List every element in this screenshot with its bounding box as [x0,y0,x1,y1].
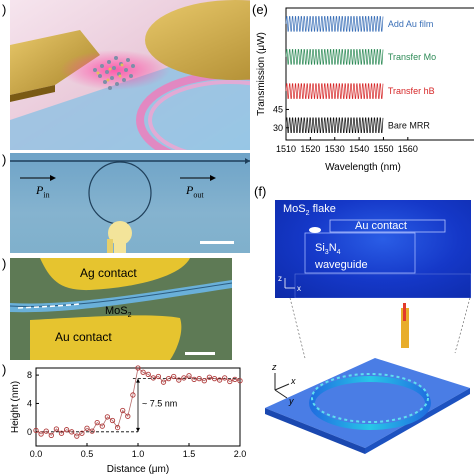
panel-e-letter: (e) [252,2,268,17]
axis-x-label: x [297,284,301,293]
data-point [160,379,167,385]
panel-a-illustration [10,0,250,150]
data-point [155,373,162,380]
data-point [222,375,228,381]
data-point [206,374,213,380]
data-point [125,413,131,419]
data-point [48,432,54,439]
data-point [130,392,136,398]
panel-a-letter: ) [2,2,7,17]
y-tick-label: 8 [27,370,32,380]
au-contact-label-f: Au contact [355,220,407,232]
series-label: Bare MRR [388,120,431,130]
data-point [114,424,121,431]
data-point [150,375,156,381]
x-axis-label: Wavelength (nm) [325,162,401,173]
step-annotation: ~ 7.5 nm [142,398,177,408]
y-tick-label: 0 [27,427,32,437]
data-point [104,414,111,420]
x-tick-label: 2.0 [234,449,247,459]
x-tick-label: 1550 [373,144,393,154]
data-point [79,430,85,436]
data-point [176,377,182,383]
mos2-lattice [93,56,135,90]
series-label: Transfer hB [388,86,435,96]
data-point [211,375,218,382]
data-point [120,407,126,414]
y-tick-label: 30 [273,123,283,133]
data-point [43,428,49,434]
series-line [285,49,384,65]
x-tick-label: 1510 [276,144,296,154]
panel-f-letter: (f) [254,184,267,199]
transmission-chart: 1510 1520 1530 1540 1550 1560 30 45 Wavelength (… [256,7,474,173]
data-point [33,427,39,434]
data-point [216,377,223,383]
data-point [58,430,65,436]
data-point [191,376,197,382]
panel-d-letter: ) [2,362,7,377]
x-tick-label: 1.0 [132,449,145,459]
x-tick-label: 1.5 [183,449,196,459]
x-tick-label: 0.0 [30,449,43,459]
series-label: Transfer Mo [388,52,436,62]
data-point [140,369,146,375]
axis3d-z: z [271,362,277,372]
data-point [69,429,75,435]
data-point [186,373,192,379]
data-point [135,365,141,371]
panel-c-letter: ) [2,256,7,271]
ag-contact-label: Ag contact [80,266,137,280]
y-tick-label: 4 [27,398,32,408]
data-point [84,425,90,431]
series-line [285,16,384,32]
data-point [63,427,70,433]
x-tick-label: 1560 [398,144,418,154]
data-point [237,378,243,384]
data-point [232,376,238,382]
data-point [94,419,100,426]
data-point [53,426,60,432]
panel-f-cross-section: MoS2 flake Au contact Si3N4 waveguide z … [275,200,471,298]
panel-c-micrograph: Ag contact MoS2 Au contact [10,258,232,360]
si3n4-label: Si3N4 waveguide [315,242,368,272]
panel-f-ring-mode: z x y [265,298,471,454]
data-point [89,428,95,434]
x-tick-label: 0.5 [81,449,94,459]
x-tick-label: 1540 [349,144,369,154]
data-point [181,375,187,381]
mos2-label: MoS2 [105,305,132,320]
p-out-label: Pout [186,183,204,200]
data-point [109,417,116,424]
height-profile-chart: 0.0 0.5 1.0 1.5 2.0 0 4 8 Distance (μm) Height (n… [10,365,247,474]
series-line [285,83,384,99]
axis3d-y: y [288,396,294,406]
data-point [227,378,233,385]
data-point [165,375,172,382]
x-tick-label: 1520 [300,144,320,154]
data-point [145,371,151,378]
au-contact-label: Au contact [55,330,112,344]
step-arrowhead-bottom [136,427,140,432]
y-axis-label: Height (nm) [10,381,21,433]
data-point [99,423,105,429]
step-arrowhead-top [136,378,140,383]
panel-b-micrograph: Pin Pout [10,153,250,253]
series-line [285,117,384,134]
mos2-flake-label: MoS2 flake [283,203,336,218]
axis3d-x: x [290,376,296,386]
y-tick-label: 45 [273,104,283,114]
series-label: Add Au film [388,19,434,29]
data-point [201,378,207,384]
data-point [196,375,202,382]
x-axis-label: Distance (μm) [107,464,169,474]
panel-b-letter: ) [2,152,7,167]
p-in-label: Pin [36,183,50,200]
x-tick-label: 1530 [325,144,345,154]
data-point [171,373,177,380]
data-point [74,433,80,439]
y-axis-label: Transmission (μW) [256,32,267,116]
axis-z-label: z [278,274,282,283]
data-point [38,431,44,437]
